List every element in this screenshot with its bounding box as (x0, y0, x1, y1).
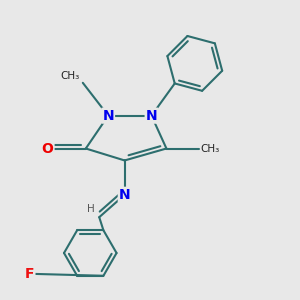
Text: N: N (146, 109, 157, 123)
Text: F: F (25, 267, 34, 281)
Text: N: N (102, 109, 114, 123)
Text: N: N (119, 188, 130, 202)
Text: O: O (42, 142, 53, 155)
Text: H: H (87, 204, 95, 214)
Text: CH₃: CH₃ (201, 143, 220, 154)
Text: CH₃: CH₃ (61, 71, 80, 81)
